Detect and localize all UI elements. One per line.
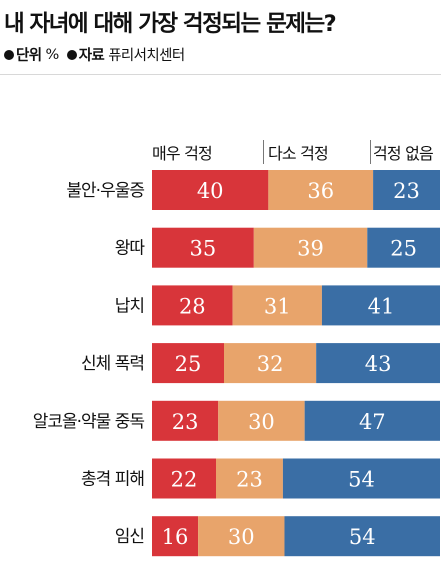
bar-very-worried	[152, 400, 219, 441]
bar-somewhat-worried	[224, 343, 317, 384]
category-label-shooting: 총격 피해	[81, 470, 144, 490]
unit-label: 단위	[16, 48, 42, 64]
legend-separator	[370, 140, 371, 164]
source-label: 자료	[78, 48, 105, 64]
category-label-pregnancy: 임신	[115, 527, 144, 547]
value-label-somewhat-worried: 30	[248, 410, 275, 434]
bar-very-worried	[152, 227, 254, 268]
value-label-very-worried: 28	[179, 294, 206, 318]
value-label-very-worried: 16	[162, 525, 189, 549]
divider	[0, 74, 441, 75]
value-label-not-worried: 54	[348, 468, 375, 492]
bar-not-worried	[367, 227, 440, 268]
bar-very-worried	[152, 170, 269, 210]
bar-somewhat-worried	[253, 227, 368, 268]
value-label-not-worried: 41	[368, 294, 395, 318]
value-label-very-worried: 22	[171, 468, 198, 492]
bar-not-worried	[282, 458, 440, 499]
bar-somewhat-worried	[268, 170, 374, 210]
bar-not-worried	[304, 400, 440, 441]
category-label-kidnapping: 납치	[115, 296, 144, 316]
legend-somewhat-worried: 다소 걱정	[268, 144, 329, 163]
value-label-not-worried: 43	[365, 352, 392, 376]
category-label-physical-violence: 신체 폭력	[81, 354, 144, 374]
value-label-not-worried: 25	[390, 237, 417, 261]
value-label-very-worried: 35	[190, 237, 217, 261]
unit-value: %	[45, 46, 60, 63]
bar-very-worried	[152, 516, 199, 557]
bar-not-worried	[321, 285, 440, 326]
value-label-very-worried: 23	[172, 410, 199, 434]
category-label-anxiety: 불안·우울증	[66, 181, 144, 201]
bar-very-worried	[152, 343, 224, 384]
value-label-very-worried: 25	[175, 352, 202, 376]
value-label-somewhat-worried: 39	[297, 237, 324, 261]
value-label-not-worried: 54	[349, 525, 376, 549]
bullet-icon	[4, 49, 14, 60]
value-label-not-worried: 47	[359, 410, 386, 434]
bar-not-worried	[373, 170, 440, 210]
bar-very-worried	[152, 458, 216, 499]
legend-separator	[263, 140, 264, 164]
category-label-bullying: 왕따	[115, 239, 146, 259]
value-label-somewhat-worried: 23	[236, 468, 263, 492]
bar-very-worried	[152, 285, 233, 326]
value-label-somewhat-worried: 32	[257, 352, 284, 376]
value-label-somewhat-worried: 30	[228, 525, 255, 549]
category-label-addiction: 알코올·약물 중독	[33, 412, 145, 432]
value-label-not-worried: 23	[393, 179, 420, 203]
bullet-icon	[66, 49, 77, 60]
bar-not-worried	[284, 516, 440, 557]
bar-somewhat-worried	[218, 400, 305, 441]
bar-somewhat-worried	[216, 458, 283, 499]
value-label-somewhat-worried: 36	[307, 179, 334, 203]
legend-very-worried: 매우 걱정	[152, 144, 213, 163]
chart-title: 내 자녀에 대해 가장 걱정되는 문제는?	[4, 11, 337, 37]
bar-somewhat-worried	[232, 285, 322, 326]
value-label-somewhat-worried: 31	[264, 294, 291, 318]
bar-somewhat-worried	[198, 516, 285, 557]
chart-subtitle: 단위 % 자료 퓨리서치센터	[4, 44, 185, 65]
value-label-very-worried: 40	[197, 179, 224, 203]
source-value: 퓨리서치센터	[108, 48, 185, 64]
legend-not-worried: 걱정 없음	[373, 144, 434, 163]
bar-not-worried	[316, 343, 440, 384]
